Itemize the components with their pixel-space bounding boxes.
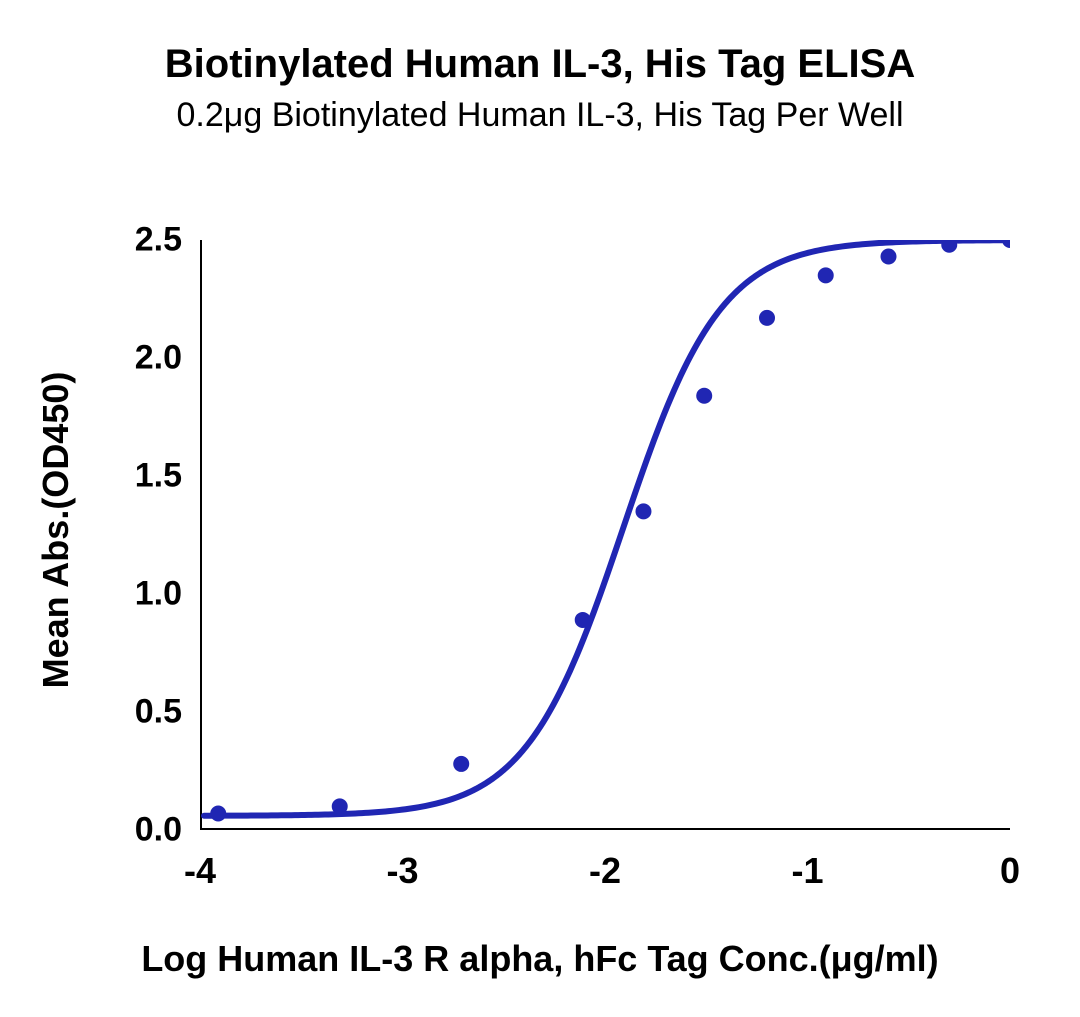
y-tick-label: 0.5: [135, 693, 182, 732]
x-axis-label: Log Human IL-3 R alpha, hFc Tag Conc.(μg…: [0, 938, 1080, 980]
y-axis-label: Mean Abs.(OD450): [35, 372, 77, 689]
chart-title: Biotinylated Human IL-3, His Tag ELISA: [0, 42, 1080, 87]
plot-area: 0.00.51.01.52.02.5-4-3-2-10: [200, 240, 1010, 830]
plot-svg: [200, 240, 1010, 830]
y-tick-label: 2.0: [135, 339, 182, 378]
x-tick-label: 0: [1000, 850, 1020, 892]
x-tick-label: -4: [184, 850, 216, 892]
y-tick-label: 1.0: [135, 575, 182, 614]
elisa-figure: Biotinylated Human IL-3, His Tag ELISA 0…: [0, 0, 1080, 1017]
x-tick-label: -3: [386, 850, 418, 892]
chart-subtitle: 0.2μg Biotinylated Human IL-3, His Tag P…: [0, 96, 1080, 135]
x-tick-label: -1: [791, 850, 823, 892]
y-tick-label: 1.5: [135, 457, 182, 496]
y-tick-label: 0.0: [135, 811, 182, 850]
y-tick-label: 2.5: [135, 221, 182, 260]
x-tick-label: -2: [589, 850, 621, 892]
